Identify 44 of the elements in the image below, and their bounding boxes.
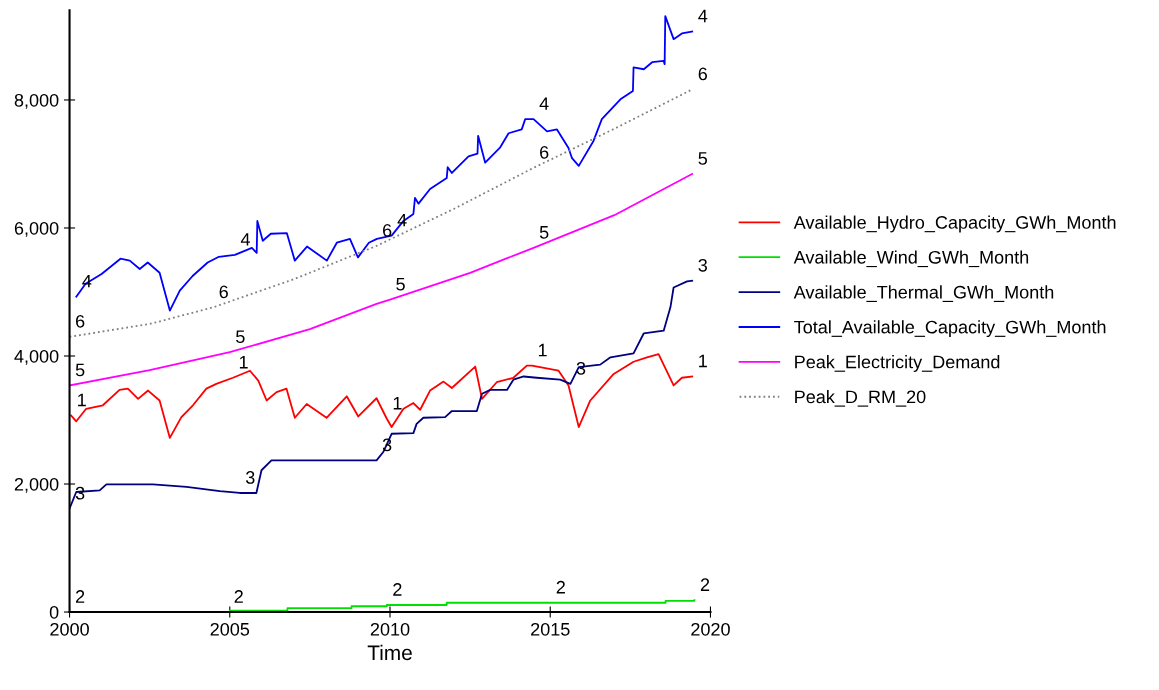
annotation: 1 — [699, 354, 707, 368]
annotation: 6 — [219, 285, 228, 299]
annotation: 4 — [539, 97, 549, 110]
annotation: 6 — [383, 223, 392, 237]
y-tick-label: 6,000 — [14, 221, 59, 237]
annotation: 2 — [393, 583, 402, 596]
x-tick-label: 2015 — [531, 622, 570, 636]
annotation: 3 — [245, 471, 255, 484]
legend-label: Available_Thermal_GWh_Month — [793, 285, 1054, 302]
line-series — [69, 172, 694, 387]
x-axis-title: Time — [367, 644, 412, 661]
x-tick-label: 2005 — [210, 622, 250, 636]
annotation: 6 — [76, 314, 85, 328]
legend-label: Peak_Electricity_Demand — [795, 355, 1000, 372]
legend-label: Available_Hydro_Capacity_GWh_Month — [793, 215, 1116, 233]
legend-label: Peak_D_RM_20 — [795, 389, 926, 407]
legend-label: Total_Available_Capacity_GWh_Month — [794, 320, 1106, 338]
annotation: 4 — [698, 9, 708, 23]
annotation: 1 — [538, 343, 547, 357]
annotation: 5 — [539, 226, 549, 239]
annotation: 2 — [700, 578, 710, 591]
y-tick-label: 4,000 — [14, 349, 59, 365]
annotation: 4 — [240, 233, 250, 246]
legend-label: Available_Wind_GWh_Month — [793, 250, 1029, 268]
line-series — [75, 15, 694, 312]
x-tick-label: 2020 — [691, 622, 730, 636]
annotation: 5 — [396, 277, 405, 291]
annotation: 1 — [393, 397, 402, 410]
annotation: 1 — [239, 356, 248, 369]
y-tick-label: 0 — [49, 605, 59, 619]
annotation: 2 — [76, 590, 85, 603]
annotation: 1 — [78, 393, 86, 407]
y-tick-label: 8,000 — [14, 93, 59, 109]
annotation: 6 — [540, 145, 549, 159]
annotation: 5 — [236, 330, 245, 344]
x-tick-label: 2000 — [50, 622, 89, 636]
x-tick-label: 2010 — [370, 622, 410, 636]
annotation: 2 — [556, 580, 565, 594]
annotation: 6 — [698, 67, 707, 81]
annotation: 5 — [75, 363, 85, 377]
y-tick-label: 2,000 — [14, 477, 59, 493]
annotation: 2 — [234, 590, 243, 603]
annotation: 5 — [698, 152, 708, 165]
annotation: 3 — [698, 258, 707, 272]
